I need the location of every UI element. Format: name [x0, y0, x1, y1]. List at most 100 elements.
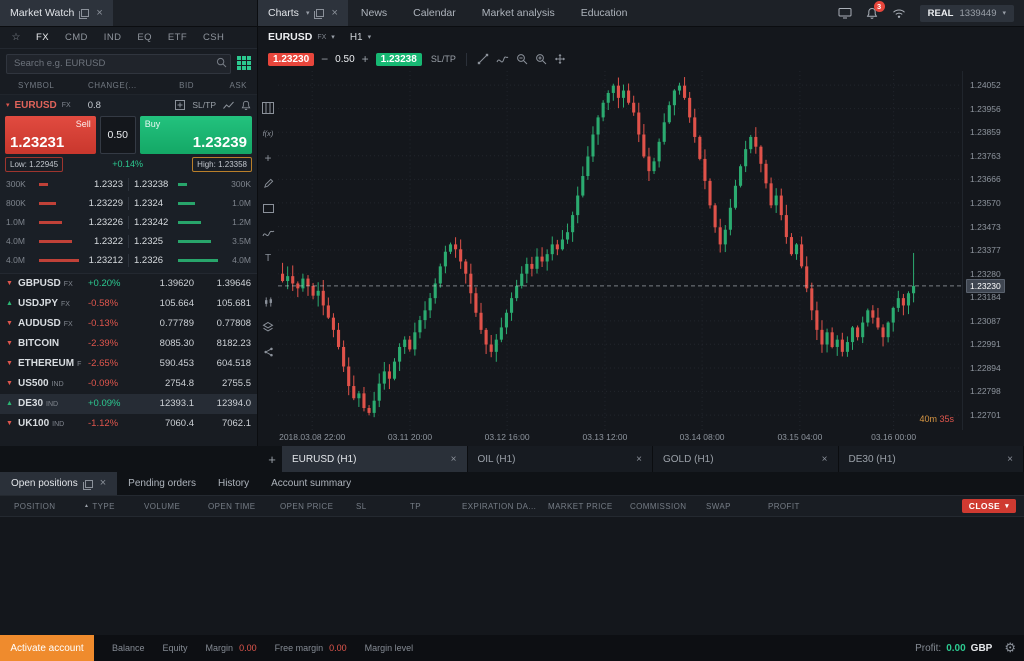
candlestick-chart[interactable]	[278, 71, 962, 430]
chart-tab-gold-h1[interactable]: GOLD (H1) ×	[653, 446, 839, 472]
close-icon[interactable]: ×	[450, 453, 457, 465]
crosshair-move-icon[interactable]	[554, 53, 566, 65]
monitor-icon[interactable]	[838, 7, 852, 19]
chart-tab-eurusd-h1[interactable]: EURUSD (H1) ×	[282, 446, 468, 472]
ask-price[interactable]: 7062.1	[221, 418, 251, 429]
chart-tab-oil-h1[interactable]: OIL (H1) ×	[467, 446, 653, 472]
expanded-instrument-header[interactable]: ▾ EURUSD FX 0.8 SL/TP	[0, 95, 257, 116]
bid-price[interactable]: 0.77789	[159, 318, 194, 329]
close-icon[interactable]: ×	[96, 6, 103, 19]
market-watch-row-usdjpy[interactable]: ▲ USDJPY FX -0.58% 105.664 105.681	[0, 294, 257, 314]
settings-gear-icon[interactable]: ⚙	[1004, 640, 1016, 655]
chart-type-icon[interactable]	[261, 101, 275, 115]
bid-price[interactable]: 590.453	[159, 358, 194, 369]
collapse-caret-icon[interactable]: ▾	[6, 102, 10, 109]
ask-price[interactable]: 2755.5	[221, 378, 251, 389]
bid-price[interactable]: 1.39620	[159, 278, 194, 289]
trend-line-tool-icon[interactable]	[477, 53, 489, 65]
panel-tab-pending-orders[interactable]: Pending orders	[117, 472, 207, 495]
column-header-sl[interactable]: SL	[356, 501, 367, 511]
ladder-bid-price[interactable]: 1.23229	[88, 197, 123, 209]
buy-button[interactable]: Buy 1.23239	[139, 115, 252, 154]
layers-icon[interactable]	[261, 320, 275, 334]
popout-icon[interactable]	[314, 9, 325, 19]
view-mode-grid-icon[interactable]	[237, 56, 251, 71]
charts-tab[interactable]: Charts ▾ ×	[258, 0, 348, 26]
add-instrument-icon[interactable]: +	[264, 151, 272, 165]
market-watch-row-de30[interactable]: ▲ DE30 IND +0.09% 12393.1 12394.0	[0, 393, 257, 414]
ask-price[interactable]: 604.518	[216, 358, 251, 369]
column-header-open-price[interactable]: OPEN PRICE	[280, 501, 334, 511]
volume-decrease-button[interactable]: −	[321, 52, 329, 66]
text-tool-icon[interactable]: T	[264, 252, 272, 264]
close-icon[interactable]: ×	[1007, 453, 1013, 465]
category-tab-ind[interactable]: IND	[103, 32, 122, 43]
category-tab-cmd[interactable]: CMD	[64, 32, 88, 43]
close-all-button[interactable]: CLOSE ▾	[961, 499, 1016, 513]
panel-tab-account-summary[interactable]: Account summary	[260, 472, 362, 495]
column-header-symbol[interactable]: SYMBOL	[18, 81, 55, 90]
panel-tab-history[interactable]: History	[207, 472, 260, 495]
column-header-bid[interactable]: BID	[179, 81, 194, 90]
chart-tab-de30-h1[interactable]: DE30 (H1) ×	[838, 446, 1024, 472]
market-watch-tab[interactable]: Market Watch ×	[0, 0, 113, 26]
chevron-down-icon[interactable]: ▾	[367, 34, 372, 41]
column-header-type[interactable]: ▲ TYPE	[84, 501, 115, 511]
pencil-draw-icon[interactable]	[261, 176, 275, 190]
column-header-ask[interactable]: ASK	[229, 81, 247, 90]
notifications-bell-icon[interactable]: 3	[866, 0, 885, 20]
ask-price[interactable]: 12394.0	[216, 398, 251, 409]
waves-fibonacci-icon[interactable]	[261, 226, 275, 240]
price-axis[interactable]: 1.24052 1.23956 1.23859 1.23763 1.23666 1.235…	[962, 71, 1024, 430]
volume-input[interactable]: 0.50	[99, 115, 136, 154]
column-header-volume[interactable]: VOLUME	[144, 501, 181, 511]
ask-price[interactable]: 8182.23	[216, 338, 251, 349]
market-watch-row-bitcoin[interactable]: ▼ BITCOIN -2.39% 8085.30 8182.23	[0, 334, 257, 354]
function-indicator-icon[interactable]: f(x)	[262, 128, 274, 138]
zoom-in-icon[interactable]	[535, 53, 547, 65]
ladder-ask-price[interactable]: 1.2326	[134, 254, 164, 266]
popout-icon[interactable]	[82, 479, 93, 490]
category-tab-csh[interactable]: CSH	[203, 32, 225, 43]
ladder-bid-price[interactable]: 1.2323	[93, 178, 123, 190]
share-icon[interactable]	[261, 345, 275, 359]
nav-tab-market-analysis[interactable]: Market analysis	[481, 7, 555, 19]
open-chart-icon[interactable]	[223, 101, 234, 110]
panel-tab-open-positions[interactable]: Open positions ×	[0, 472, 118, 495]
account-selector[interactable]: REAL 1339449 ▾	[919, 4, 1014, 22]
candlestick-plot[interactable]: 40m 35s	[278, 71, 962, 430]
column-header-profit[interactable]: PROFIT	[768, 501, 800, 511]
volume-increase-button[interactable]: +	[361, 52, 369, 66]
bid-price[interactable]: 7060.4	[164, 418, 194, 429]
category-tab-fx[interactable]: FX	[36, 32, 49, 43]
new-order-icon[interactable]	[175, 100, 186, 110]
chart-buy-price-chip[interactable]: 1.23238	[375, 52, 422, 66]
indicators-icon[interactable]	[496, 54, 509, 65]
close-icon[interactable]: ×	[331, 6, 338, 19]
zoom-out-icon[interactable]	[516, 53, 528, 65]
bid-price[interactable]: 8085.30	[159, 338, 194, 349]
market-watch-row-gbpusd[interactable]: ▼ GBPUSD FX +0.20% 1.39620 1.39646	[0, 274, 257, 294]
nav-tab-education[interactable]: Education	[580, 7, 628, 19]
column-header-position[interactable]: POSITION	[14, 501, 56, 511]
close-icon[interactable]: ×	[99, 477, 107, 489]
activate-account-button[interactable]: Activate account	[0, 635, 94, 661]
market-watch-row-audusd[interactable]: ▼ AUDUSD FX -0.13% 0.77789 0.77808	[0, 314, 257, 334]
chart-sell-price-chip[interactable]: 1.23230	[268, 52, 315, 66]
ladder-bid-price[interactable]: 1.23226	[88, 216, 123, 228]
column-header-expiration-da[interactable]: EXPIRATION DA...	[462, 501, 537, 511]
column-header-change[interactable]: CHANGE(...	[88, 81, 137, 90]
candlestick-style-icon[interactable]	[261, 295, 275, 309]
nav-tab-news[interactable]: News	[360, 7, 388, 19]
alert-bell-icon[interactable]	[241, 100, 251, 111]
category-tab-eq[interactable]: EQ	[137, 32, 152, 43]
ask-price[interactable]: 1.39646	[216, 278, 251, 289]
market-watch-row-us500[interactable]: ▼ US500 IND -0.09% 2754.8 2755.5	[0, 374, 257, 394]
column-header-market-price[interactable]: MARKET PRICE	[548, 501, 613, 511]
bid-price[interactable]: 105.664	[159, 298, 194, 309]
ladder-ask-price[interactable]: 1.2324	[134, 197, 164, 209]
bid-price[interactable]: 2754.8	[164, 378, 194, 389]
ask-price[interactable]: 105.681	[216, 298, 251, 309]
search-input[interactable]	[6, 53, 231, 74]
chart-volume-value[interactable]: 0.50	[335, 53, 355, 65]
